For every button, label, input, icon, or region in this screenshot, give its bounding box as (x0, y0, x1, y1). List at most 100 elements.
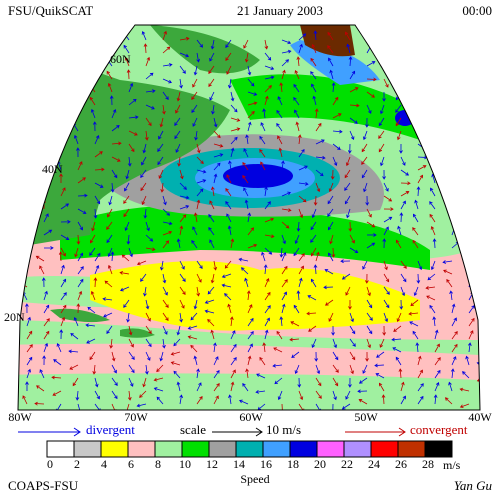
wind-vector (21, 174, 28, 184)
wind-vector (26, 330, 33, 340)
wind-vector (429, 52, 436, 61)
wind-vector (448, 147, 453, 158)
wind-vector (366, 312, 373, 321)
wind-vector (210, 273, 215, 284)
wind-vector (162, 195, 167, 206)
wind-vector (400, 273, 407, 283)
wind-vector (76, 147, 80, 158)
wind-vector (247, 343, 253, 353)
wind-vector (361, 143, 368, 153)
wind-vector (279, 247, 284, 258)
wind-vector (226, 174, 232, 184)
wind-vector (210, 186, 215, 197)
wind-vector (238, 257, 249, 262)
colorbar-tick-label: 16 (260, 457, 272, 471)
wind-vector (481, 137, 486, 144)
lon-label: 40W (468, 410, 492, 424)
wind-vector (294, 364, 300, 375)
wind-vector (347, 143, 352, 154)
wind-vector (124, 56, 130, 67)
wind-vector (383, 207, 394, 212)
legend-arrow-head (398, 427, 406, 437)
wind-vector (196, 199, 201, 210)
wind-vector (159, 260, 164, 271)
wind-vector (361, 156, 368, 165)
wind-vector (446, 175, 453, 184)
wind-vector (144, 130, 149, 141)
wind-vector (486, 248, 489, 257)
wind-vector (59, 173, 63, 184)
wind-vector (247, 91, 258, 96)
wind-vector (313, 30, 318, 41)
wind-vector (449, 290, 453, 301)
wind-vector (145, 299, 150, 310)
wind-vector (399, 299, 404, 310)
wind-vector (213, 130, 221, 139)
land (150, 25, 260, 74)
wind-vector (281, 303, 286, 314)
wind-vector (43, 65, 49, 75)
wind-vector (315, 390, 322, 399)
wind-vector (363, 182, 368, 193)
wind-vector (111, 364, 117, 374)
wind-vector (395, 239, 402, 249)
wind-vector (459, 387, 470, 392)
wind-vector (278, 147, 283, 158)
colorbar-swatch (46, 440, 75, 458)
wind-vector (247, 110, 255, 119)
wind-vector (413, 213, 419, 223)
wind-vector (90, 234, 96, 244)
wind-vector (55, 148, 62, 158)
wind-vector (229, 316, 234, 327)
wind-vector (106, 234, 113, 244)
wind-vector (281, 221, 290, 229)
wind-vector (176, 325, 181, 336)
wind-vector (297, 134, 302, 145)
wind-vector (208, 65, 215, 74)
wind-vector (128, 351, 135, 360)
wind-vector (128, 130, 138, 136)
wind-vector (400, 52, 406, 62)
wind-vector (94, 182, 104, 188)
wind-vector (312, 95, 317, 106)
wind-vector (485, 317, 488, 326)
wind-vector (374, 363, 385, 368)
wind-vector (366, 61, 376, 67)
wind-vector (296, 221, 301, 232)
wind-vector (136, 403, 147, 408)
wind-vector (348, 377, 352, 388)
wind-vector (123, 44, 130, 54)
wind-vector (141, 195, 147, 205)
wind-vector (451, 91, 460, 99)
wind-vector (261, 173, 266, 184)
wind-vector (77, 403, 82, 410)
wind-vector (486, 280, 491, 287)
wind-vector (2, 287, 10, 292)
wind-vector (482, 110, 486, 118)
wind-vector (204, 309, 215, 314)
wind-vector (486, 62, 494, 66)
wind-vector (140, 169, 147, 178)
wind-vector (125, 169, 130, 180)
wind-vector (111, 141, 122, 146)
wind-vector (366, 325, 373, 335)
wind-vector (332, 96, 339, 106)
wind-vector (179, 394, 183, 405)
wind-vector (89, 96, 96, 106)
land (50, 308, 110, 323)
wind-vector (468, 317, 475, 327)
wind-vector (60, 292, 67, 301)
wind-vector (327, 45, 334, 54)
wind-vector (87, 306, 96, 314)
wind-vector (43, 318, 50, 327)
wind-vector (459, 403, 470, 409)
wind-vector (295, 121, 300, 132)
wind-vector (281, 208, 292, 212)
wind-vector (349, 312, 354, 323)
wind-vector (10, 152, 17, 157)
wind-vector (177, 156, 182, 167)
wind-vector (328, 312, 334, 322)
field-patch (395, 110, 415, 126)
wind-vector (55, 136, 62, 145)
wind-vector (111, 390, 118, 400)
